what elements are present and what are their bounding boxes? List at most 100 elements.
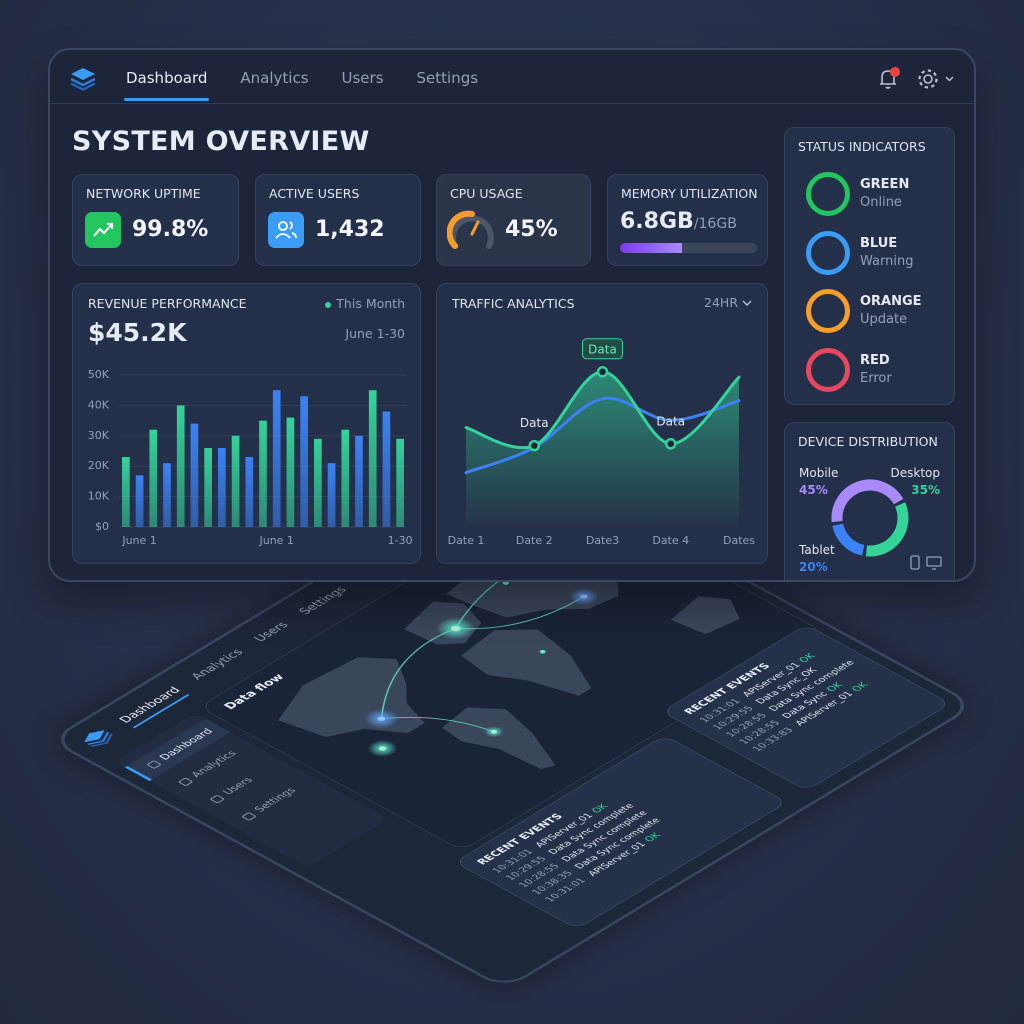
nav-tab[interactable]: Analytics [240,69,309,87]
status-ring [806,172,850,216]
notifications-bell[interactable] [876,66,902,92]
legend-item: Tablet 20% [799,542,835,576]
sidebar-icon [177,777,193,787]
settings-menu[interactable] [916,67,956,91]
x-tick-label: Date 4 [652,534,689,547]
sidebar-icon [145,759,162,769]
status-name: BLUE [860,235,898,251]
value-label: 45% [799,483,828,497]
kpi-value: 99.8% [132,217,209,242]
chevron [742,300,752,306]
kpi-total: /16GB [693,216,737,232]
status-text: Online [860,195,902,210]
kpi-label: NETWORK UPTIME [86,186,201,201]
bar [300,396,308,527]
nav-tab[interactable]: Users [341,69,384,87]
nav-tab[interactable]: Settings [416,69,479,87]
sidebar-icon [209,794,225,804]
kpi-value: 6.8GB [620,209,694,234]
kpi-card: CPU USAGE 45% [436,174,591,266]
traffic-card: TRAFFIC ANALYTICS 24HR Data Data Data Date … [436,283,768,564]
legend-label: This Month [336,296,405,311]
revenue-chart: $0 10K 20K 30K 40K 50K June 1 June 1 1-30 [88,368,413,547]
legend-label: Mobile [799,466,839,480]
bar [218,447,226,527]
point [596,366,609,378]
event-status: OK [849,681,871,694]
tablet-nav-tab[interactable]: Settings [295,584,350,617]
page-title: SYSTEM OVERVIEW [72,126,370,157]
value-label: 20% [799,560,828,574]
bar [135,475,144,527]
chart-title: TRAFFIC ANALYTICS [452,296,575,311]
device-donut [831,479,942,570]
kpi-label: MEMORY UTILIZATION [621,186,758,201]
donut-slice [865,502,909,557]
revenue-amount: $45.2K [88,318,187,347]
legend-label: Desktop [890,466,941,480]
donut-slice [832,523,865,556]
x-tick-label: Date 1 [448,534,485,547]
kpi-value: 45% [505,217,558,242]
users-icon [268,212,304,248]
status-ring [806,347,850,392]
kpi-card: NETWORK UPTIME 99.8% [72,174,239,266]
status-name: RED [860,352,890,368]
status-card: STATUS INDICATORS GREEN Online BLUE Warning… [784,127,955,405]
status-text: Warning [860,253,914,269]
x-tick-label: Date 2 [516,534,553,547]
nav-tab[interactable]: Dashboard [123,69,210,101]
memory-bar-fill [620,243,682,253]
revenue-card: REVENUE PERFORMANCE This Month $45.2K Ju… [72,283,421,564]
chart-title: DEVICE DISTRIBUTION [798,434,938,449]
cpu-gauge [447,210,494,249]
range-label: 24HR [704,295,739,310]
kpi-card: ACTIVE USERS 1,432 [255,174,421,266]
revenue-period: June 1-30 [345,326,405,341]
status-text: Update [860,312,908,327]
y-tick-label: 20K [88,459,110,472]
kpi-label: ACTIVE USERS [269,186,360,201]
point [665,438,677,450]
bar [396,438,404,527]
tablet-nav-tab[interactable]: Users [250,619,292,644]
status-ring [806,289,850,333]
annotation: Data [520,416,549,430]
range-select[interactable]: 24HR [704,295,752,310]
status-ring [806,230,850,275]
bar [245,457,254,527]
x-tick-label: 1-30 [388,534,413,547]
bar [163,463,171,527]
y-tick-label: 10K [88,490,110,503]
memory-bar [620,243,757,253]
y-tick-label: 40K [88,398,110,411]
kpi-value: 1,432 [315,217,385,242]
annotation: Data [656,414,685,428]
x-tick-label: June 1 [121,534,156,547]
y-tick-label: 30K [88,429,110,442]
kpi-card: MEMORY UTILIZATION 6.8GB/16GB [607,174,768,266]
sidebar-icon [240,811,257,821]
area [466,371,739,523]
bar [355,435,363,527]
traffic-chart: Data Data Data Date 1 Date 2 Date3 Date 4 Dates [448,338,755,547]
tablet-logo [84,730,113,747]
uptime-icon [85,212,121,248]
kpi-label: CPU USAGE [450,186,523,201]
x-tick-label: Date3 [586,534,619,547]
annotation-pill [582,338,623,360]
status-name: ORANGE [860,294,922,309]
logo [70,68,96,91]
legend: This Month [325,296,405,311]
bar [382,411,391,527]
bar [286,417,295,527]
device-card: DEVICE DISTRIBUTION Mobile 45% Desktop 35% T… [784,422,955,580]
bar [272,390,281,527]
header-bar [50,50,974,104]
bar [122,457,130,527]
legend-label: Tablet [799,543,835,557]
bar [149,429,158,527]
bar [176,405,185,527]
legend-item: Mobile 45% [799,465,838,499]
